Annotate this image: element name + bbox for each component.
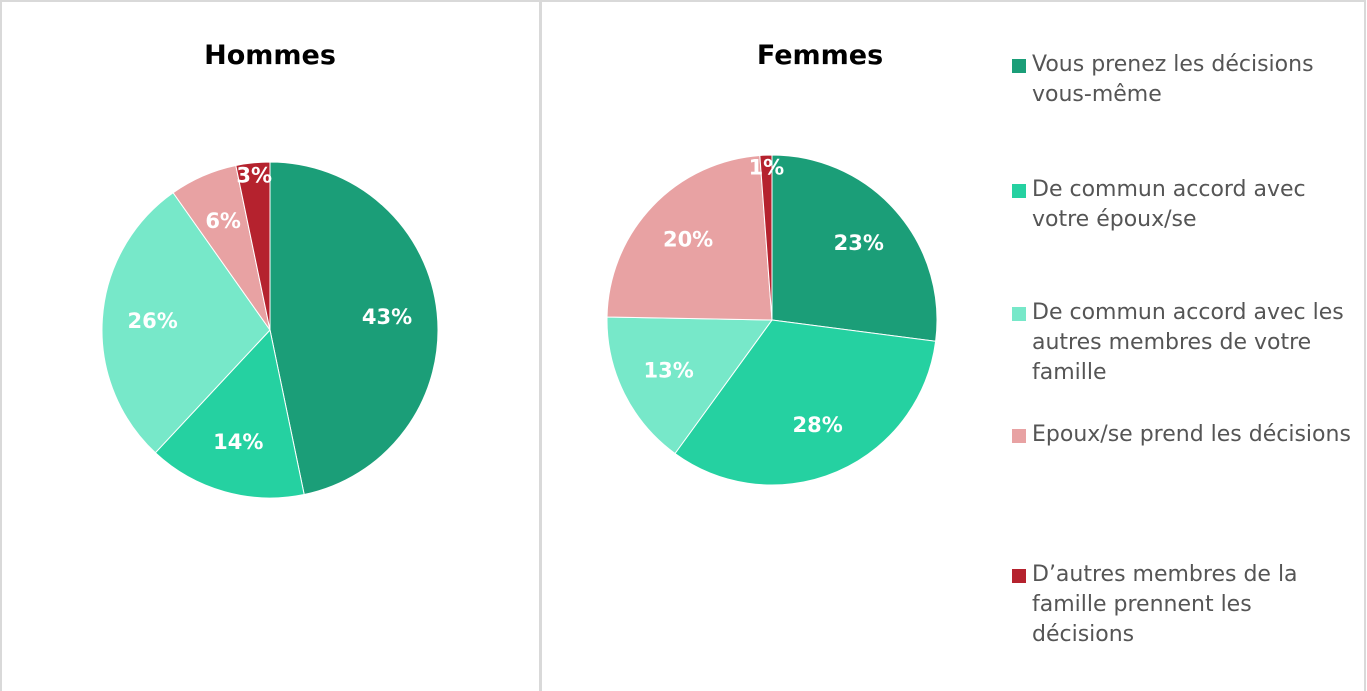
legend-label: D’autres membres de la famille prennent … — [1032, 562, 1298, 647]
legend-item: De commun accord avec les autres membres… — [1012, 298, 1352, 388]
data-label: 14% — [213, 430, 263, 454]
chart-title: Femmes — [757, 40, 883, 71]
pie-slice — [759, 154, 773, 321]
pie-slice — [235, 161, 271, 331]
data-label: 1% — [749, 155, 785, 179]
pie-slice — [606, 154, 773, 321]
pie-slice — [101, 192, 271, 454]
pie-slice — [154, 328, 305, 499]
data-label: 13% — [643, 358, 693, 382]
legend-label: De commun accord avec les autres membres… — [1032, 300, 1344, 385]
data-label: 6% — [205, 209, 241, 233]
pie-slice — [771, 154, 938, 342]
data-label: 28% — [793, 413, 843, 437]
legend-label: Vous prenez les décisions vous-même — [1032, 52, 1314, 107]
pie-slice — [674, 319, 937, 486]
data-label: 3% — [236, 163, 272, 187]
legend-label: De commun accord avec votre époux/se — [1032, 177, 1306, 232]
panel — [540, 0, 1366, 691]
legend-item: De commun accord avec votre époux/se — [1012, 175, 1352, 235]
legend-swatch — [1012, 569, 1026, 583]
pie-slice — [269, 161, 439, 496]
legend-swatch — [1012, 429, 1026, 443]
legend-swatch — [1012, 307, 1026, 321]
data-label: 20% — [663, 228, 713, 252]
legend-item: D’autres membres de la famille prennent … — [1012, 560, 1352, 650]
data-label: 43% — [362, 305, 412, 329]
legend-swatch — [1012, 184, 1026, 198]
legend-item: Vous prenez les décisions vous-même — [1012, 50, 1352, 110]
data-label: 23% — [834, 231, 884, 255]
legend-item: Epoux/se prend les décisions — [1012, 420, 1352, 450]
chart-title: Hommes — [204, 40, 336, 71]
legend-swatch — [1012, 59, 1026, 73]
pie-slice — [606, 316, 773, 455]
legend-label: Epoux/se prend les décisions — [1032, 422, 1351, 447]
data-label: 26% — [128, 309, 178, 333]
